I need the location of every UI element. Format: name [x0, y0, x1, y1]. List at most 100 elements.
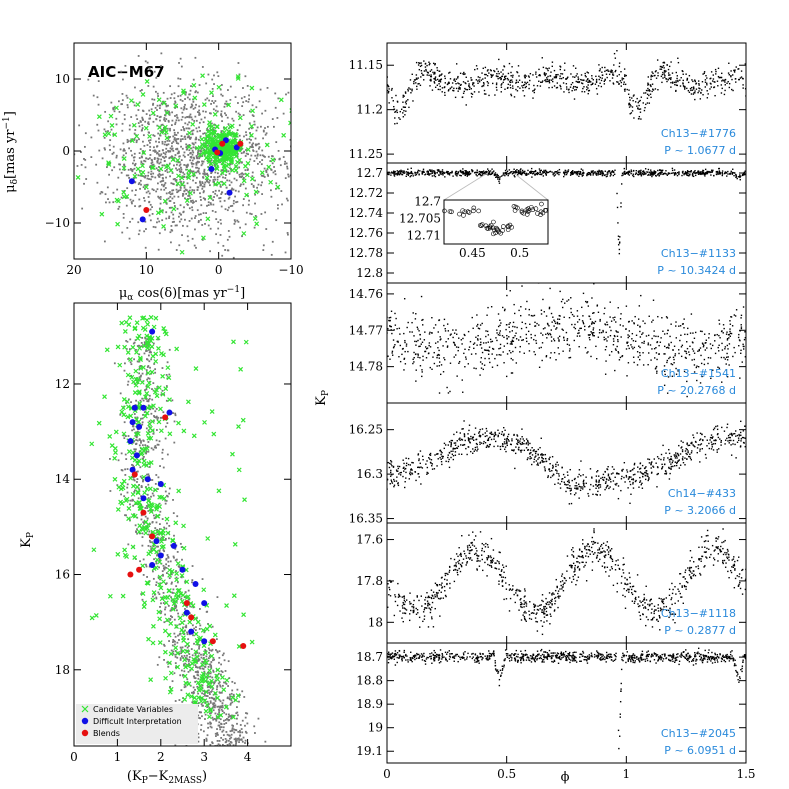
cmd-field-star	[155, 439, 158, 442]
cmd-field-star	[145, 369, 148, 372]
pm-field-star	[254, 137, 257, 140]
pm-field-star	[161, 177, 164, 179]
pm-field-star	[170, 241, 172, 244]
pm-field-star	[216, 71, 219, 74]
pm-field-star	[119, 163, 122, 166]
cmd-field-star	[216, 728, 218, 730]
cmd-field-star	[209, 672, 212, 675]
pm-candidate	[207, 120, 213, 125]
cmd-field-star	[234, 744, 237, 746]
pm-field-star	[163, 183, 166, 186]
cmd-field-star	[196, 643, 199, 646]
cmd-candidate	[121, 478, 127, 484]
pm-field-star	[336, 148, 338, 150]
cmd-field-star	[221, 706, 224, 709]
cmd-field-star	[220, 673, 222, 676]
pm-field-star	[199, 192, 201, 195]
lc-point	[515, 79, 518, 81]
pm-candidate	[235, 76, 241, 81]
pm-field-star	[143, 230, 146, 233]
lc-point	[701, 172, 703, 174]
cmd-field-star	[198, 717, 201, 719]
lc-point	[407, 90, 409, 92]
cmd-candidate	[238, 366, 244, 372]
pm-candidate	[131, 122, 137, 128]
lc-point	[618, 65, 621, 68]
pm-field-star	[175, 142, 178, 144]
lc-point	[500, 175, 503, 177]
cmd-field-star	[168, 577, 171, 580]
lc-point	[685, 73, 687, 75]
lc-point	[526, 81, 529, 84]
cmd-field-star	[134, 448, 137, 451]
lc-point	[657, 169, 659, 172]
pm-field-star	[190, 200, 193, 203]
lc-point	[629, 96, 631, 99]
pm-field-star	[180, 65, 183, 68]
cmd-field-star	[148, 530, 151, 533]
pm-field-star	[135, 189, 137, 192]
pm-field-star	[220, 114, 222, 117]
legend-label: Blends	[93, 729, 120, 738]
cmd-field-star	[200, 711, 202, 714]
cmd-field-star	[136, 470, 139, 473]
pm-field-star	[142, 140, 144, 143]
cmd-field-star	[156, 533, 159, 536]
lc-point	[587, 90, 590, 92]
pm-field-star	[219, 161, 221, 164]
pm-field-star	[165, 192, 168, 195]
lc-point	[692, 175, 695, 178]
pm-candidate	[156, 97, 162, 103]
lc-point	[432, 71, 434, 74]
lc-point	[628, 104, 630, 106]
cmd-field-star	[148, 420, 151, 423]
pm-field-star	[103, 240, 106, 243]
cmd-field-star	[191, 581, 193, 584]
lc-point	[441, 91, 443, 93]
cmd-field-star	[222, 738, 224, 741]
cmd-candidate	[144, 446, 150, 451]
cmd-field-star	[183, 663, 185, 666]
cmd-field-star	[149, 350, 152, 353]
cmd-candidate	[215, 667, 221, 673]
pm-field-star	[249, 145, 252, 148]
cmd-field-star	[239, 738, 242, 741]
pm-candidate	[106, 131, 112, 136]
pm-candidate	[190, 121, 196, 127]
cmd-field-star	[140, 485, 143, 487]
pm-candidate	[143, 125, 149, 131]
pm-field-star	[147, 174, 150, 177]
pm-field-star	[204, 222, 206, 225]
cmd-field-star	[227, 739, 230, 742]
lc-point	[434, 73, 436, 75]
pm-field-star	[238, 161, 241, 164]
pm-field-star	[255, 129, 258, 132]
lc-point	[575, 75, 577, 77]
cmd-field-star	[216, 650, 219, 653]
cmd-candidate	[183, 680, 189, 686]
pm-field-star	[134, 86, 136, 89]
pm-field-star	[201, 224, 204, 226]
pm-field-star	[169, 85, 172, 88]
lc-point	[438, 75, 441, 77]
pm-field-star	[184, 138, 187, 140]
lc-point	[470, 88, 472, 90]
cmd-field-star	[206, 734, 209, 737]
cmd-candidate	[140, 325, 146, 331]
cmd-field-star	[219, 718, 222, 721]
lc-point	[408, 87, 410, 89]
cmd-field-star	[144, 507, 147, 509]
lc-point	[477, 80, 479, 82]
pm-field-star	[184, 135, 186, 138]
pm-field-star	[250, 127, 253, 130]
pm-candidate	[292, 135, 296, 139]
lc-point	[572, 87, 574, 89]
cmd-blend-point	[136, 566, 143, 573]
cmd-field-star	[151, 398, 154, 401]
cmd-candidate	[150, 353, 156, 359]
pm-field-star	[199, 213, 202, 216]
lc-point	[432, 170, 435, 172]
pm-field-star	[171, 192, 174, 195]
pm-field-star	[152, 134, 155, 137]
lc-point	[694, 92, 696, 94]
